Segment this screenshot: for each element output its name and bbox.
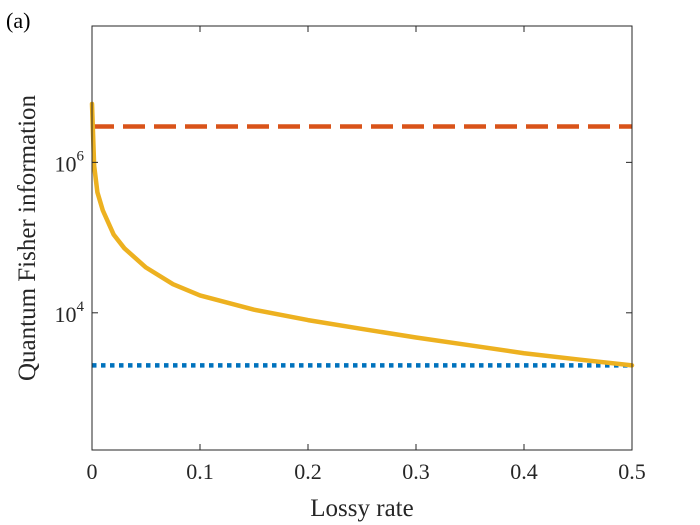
series-line-solid bbox=[89, 101, 635, 368]
panel-label: (a) bbox=[6, 8, 30, 33]
y-axis-title: Quantum Fisher information bbox=[14, 94, 41, 381]
plot-area bbox=[92, 26, 632, 450]
x-tick-label: 0.4 bbox=[510, 459, 538, 484]
y-tick-label: 106 bbox=[55, 148, 85, 176]
ticks-layer: 0 0.1 0.2 0.3 0.4 0.5 104 106 bbox=[55, 26, 646, 484]
x-tick-label: 0 bbox=[87, 459, 98, 484]
series-layer bbox=[89, 101, 635, 368]
axes-layer bbox=[91, 25, 633, 451]
y-tick-label: 104 bbox=[55, 299, 85, 327]
x-tick-label: 0.1 bbox=[186, 459, 214, 484]
x-tick-label: 0.2 bbox=[294, 459, 322, 484]
x-tick-label: 0.5 bbox=[618, 459, 646, 484]
axes-box bbox=[91, 25, 633, 451]
x-axis-title: Lossy rate bbox=[310, 495, 413, 522]
x-tick-label: 0.3 bbox=[402, 459, 430, 484]
